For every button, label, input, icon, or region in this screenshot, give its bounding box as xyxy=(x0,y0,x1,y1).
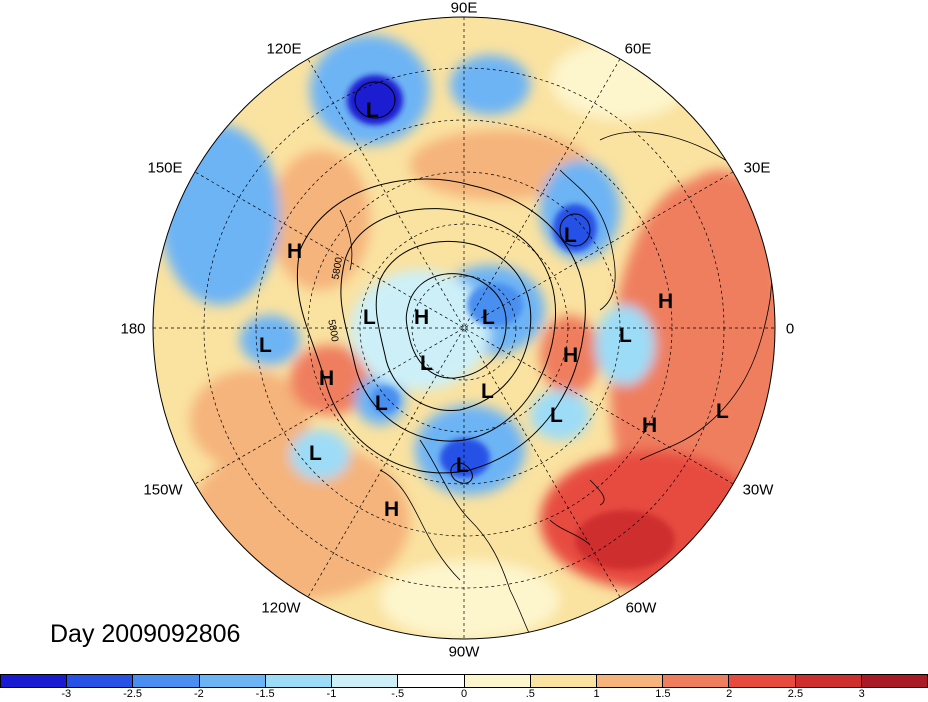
lon-label-90e: 90E xyxy=(450,0,478,17)
colorbar-tick-label: 2 xyxy=(726,688,733,700)
colorbar-segment xyxy=(464,674,531,688)
lon-label-30e: 30E xyxy=(743,159,771,177)
colorbar-segment xyxy=(795,674,862,688)
colorbar-tick-label: -1.5 xyxy=(255,688,275,700)
lon-label-60e: 60E xyxy=(624,40,652,58)
colorbar-tick-label: 1.5 xyxy=(655,688,671,700)
high-atlantic-north: H xyxy=(658,290,673,313)
low-pacific-center: L xyxy=(259,334,272,357)
colorbar-tick-label: 0 xyxy=(460,688,468,700)
colorbar-tick-label: .5 xyxy=(525,688,535,700)
contour-label-5800-b: 5800 xyxy=(325,319,340,343)
lon-label-120e: 120E xyxy=(266,40,302,58)
low-hudson: L xyxy=(456,454,469,477)
colorbar-segment xyxy=(596,674,664,688)
colorbar-segment xyxy=(332,674,399,688)
high-europe-west: H xyxy=(563,344,578,367)
low-ne-asia: L xyxy=(366,99,379,122)
colorbar-segment xyxy=(729,674,796,688)
colorbar-tick-label: -2 xyxy=(193,688,204,700)
low-arctic-1: L xyxy=(363,306,376,329)
colorbar-tick-label: -3 xyxy=(61,688,72,700)
colorbar-segment xyxy=(530,674,597,688)
colorbar-tick-label: -1 xyxy=(326,688,337,700)
low-arctic-3: L xyxy=(420,352,433,375)
low-greenland: L xyxy=(550,404,563,427)
pressure-markers: L H L L H L H L H L H L L L L H L L L H xyxy=(259,99,729,521)
low-arctic-2: L xyxy=(482,306,495,329)
lon-label-150w: 150W xyxy=(143,481,183,499)
lon-label-0: 0 xyxy=(785,320,795,338)
colorbar-border xyxy=(0,674,928,688)
map-border xyxy=(152,16,776,640)
colorbar-segment xyxy=(663,674,730,688)
lon-label-180: 180 xyxy=(120,320,146,338)
low-pacific-south: L xyxy=(309,442,322,465)
high-pacific-east: H xyxy=(319,367,334,390)
lon-label-30w: 30W xyxy=(742,481,774,499)
colorbar-tick-label: 2.5 xyxy=(787,688,804,700)
colorbar-segment xyxy=(0,674,68,688)
colorbar xyxy=(0,674,928,688)
high-atlantic-mid: H xyxy=(642,414,657,437)
colorbar-tick-label: 1 xyxy=(593,688,600,700)
low-africa-west: L xyxy=(716,400,729,423)
height-contours xyxy=(296,81,591,484)
lon-label-60w: 60W xyxy=(625,599,657,617)
contour-label-5800-a: 5800 xyxy=(330,256,345,280)
colorbar-segment xyxy=(265,674,333,688)
colorbar-segment xyxy=(398,674,465,688)
lon-label-150e: 150E xyxy=(147,159,183,177)
colorbar-tick-label: -2.5 xyxy=(123,688,143,700)
low-alaska: L xyxy=(375,392,388,415)
lon-label-120w: 120W xyxy=(261,599,301,617)
low-atlantic-east: L xyxy=(619,324,632,347)
coastlines xyxy=(339,131,773,636)
colorbar-segment xyxy=(133,674,200,688)
high-pacific-west: H xyxy=(287,240,302,263)
colorbar-tick-label: 3 xyxy=(858,688,865,700)
high-arctic: H xyxy=(414,306,429,329)
low-arctic-4: L xyxy=(481,380,494,403)
colorbar-tick-label: -.5 xyxy=(391,688,405,700)
colorbar-segment xyxy=(199,674,266,688)
graticule xyxy=(153,17,775,639)
lon-label-90w: 90W xyxy=(448,643,480,661)
colorbar-segment xyxy=(67,674,134,688)
high-us-southwest: H xyxy=(384,498,399,521)
low-europe-north: L xyxy=(564,224,577,247)
day-label: Day 2009092806 xyxy=(50,620,241,648)
